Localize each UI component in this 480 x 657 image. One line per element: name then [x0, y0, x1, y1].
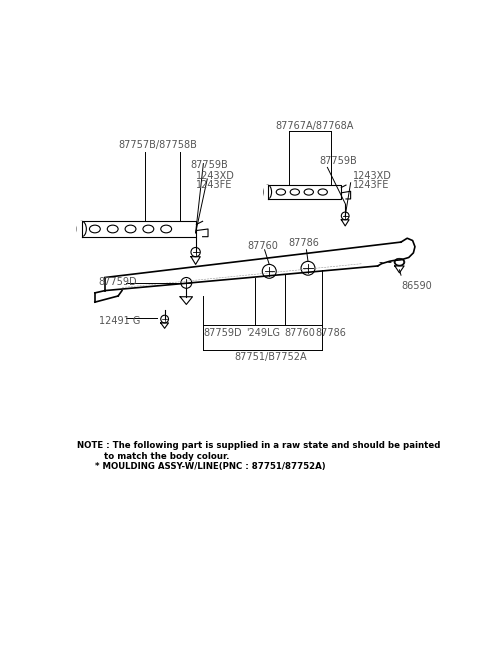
Text: 87759D: 87759D	[99, 277, 137, 286]
Text: 87759B: 87759B	[320, 156, 358, 166]
Ellipse shape	[396, 260, 403, 265]
Text: 87759B: 87759B	[190, 160, 228, 170]
Text: 87760: 87760	[285, 328, 316, 338]
Text: 1243FE: 1243FE	[196, 180, 232, 190]
Text: 87759D: 87759D	[204, 328, 242, 338]
Text: 87757B/87758B: 87757B/87758B	[118, 141, 197, 150]
Text: 1243XD: 1243XD	[353, 171, 392, 181]
Text: '249LG: '249LG	[246, 328, 280, 338]
Text: 87751/B7752A: 87751/B7752A	[234, 352, 307, 362]
Ellipse shape	[394, 258, 405, 266]
Text: 87767A/87768A: 87767A/87768A	[276, 121, 354, 131]
Text: 1243XD: 1243XD	[196, 171, 235, 181]
Polygon shape	[77, 221, 82, 237]
Text: 87760: 87760	[248, 240, 278, 250]
Text: 1243FE: 1243FE	[353, 180, 389, 190]
Text: 87786: 87786	[288, 238, 320, 248]
Text: * MOULDING ASSY-W/LINE(PNC : 87751/87752A): * MOULDING ASSY-W/LINE(PNC : 87751/87752…	[77, 463, 325, 471]
Polygon shape	[264, 185, 268, 199]
Text: 86590: 86590	[401, 281, 432, 290]
Text: NOTE : The following part is supplied in a raw state and should be painted: NOTE : The following part is supplied in…	[77, 441, 441, 450]
Text: to match the body colour.: to match the body colour.	[77, 451, 229, 461]
Text: 12491 G: 12491 G	[99, 316, 140, 326]
Text: 87786: 87786	[316, 328, 347, 338]
